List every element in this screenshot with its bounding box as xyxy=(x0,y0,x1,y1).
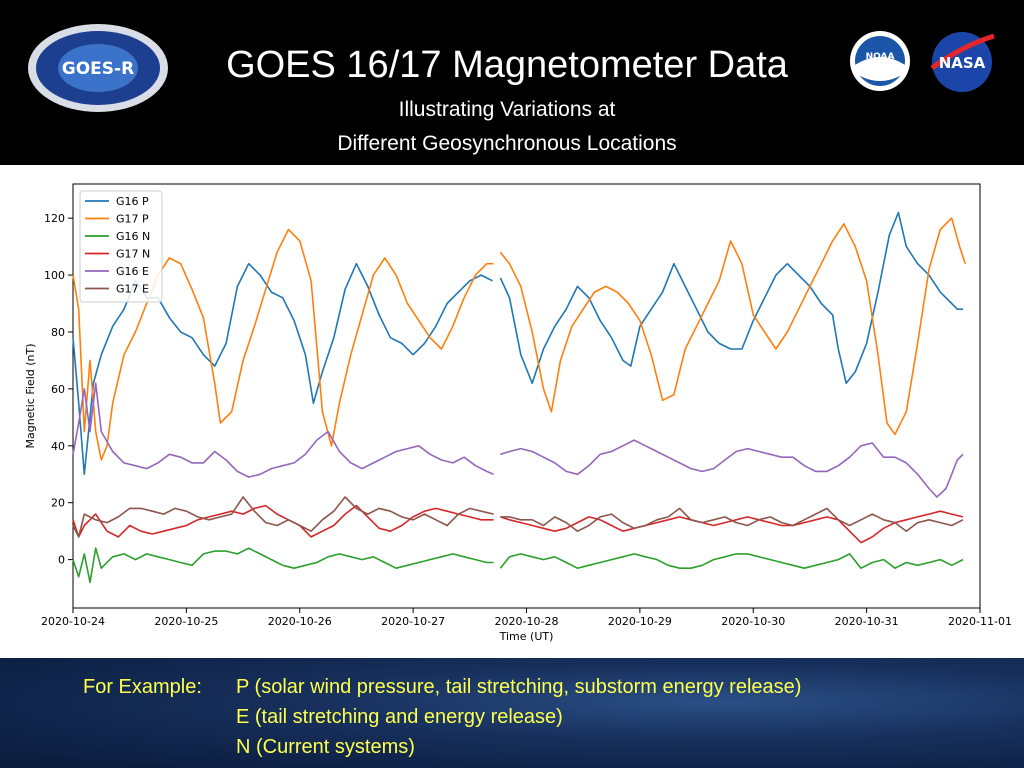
plot-frame xyxy=(72,183,981,609)
magnetometer-chart: 0 20 40 60 80 100 120 2020-10-24 2020-10-25 2020-… xyxy=(24,183,1012,643)
x-axis-label: Time (UT) xyxy=(499,630,554,643)
y-tick-label-60: 60 xyxy=(51,383,65,396)
y-tick-label-0: 0 xyxy=(58,554,65,567)
series-line-g16-n-1 xyxy=(499,553,964,569)
legend-label-2: G16 N xyxy=(116,230,150,243)
page-title: GOES 16/17 Magnetometer Data xyxy=(226,44,788,86)
subtitle-line-2: Different Geosynchronous Locations xyxy=(337,132,677,155)
series-line-g16-e-0 xyxy=(72,382,494,478)
series-line-g16-p-1 xyxy=(499,211,963,384)
legend-label-0: G16 P xyxy=(116,195,149,208)
legend-label-3: G17 N xyxy=(116,248,150,261)
x-tick-label-4: 2020-10-28 xyxy=(495,615,559,628)
footer-e-text: E (tail stretching and energy release) xyxy=(236,706,563,728)
x-tick-label-8: 2020-11-01 xyxy=(948,615,1012,628)
series-line-g17-p-0 xyxy=(72,228,494,461)
y-tick-label-120: 120 xyxy=(44,212,65,225)
series-line-g17-p-1 xyxy=(499,217,967,436)
legend-label-5: G17 E xyxy=(116,283,149,296)
noaa-logo-text: NOAA xyxy=(866,52,895,62)
y-tick-label-40: 40 xyxy=(51,440,65,453)
y-tick-label-80: 80 xyxy=(51,326,65,339)
header-banner: GOES-R GOES 16/17 Magnetometer Data Illu… xyxy=(0,0,1024,165)
nasa-logo: NASA xyxy=(930,32,995,92)
footer-p-text: P (solar wind pressure, tail stretching,… xyxy=(236,676,802,698)
goes-r-logo: GOES-R xyxy=(28,24,168,112)
goes-r-logo-text: GOES-R xyxy=(62,59,134,79)
series-line-g17-e-0 xyxy=(72,496,494,538)
series-line-g17-e-1 xyxy=(500,507,964,532)
y-tick-label-100: 100 xyxy=(44,269,65,282)
legend-label-1: G17 P xyxy=(116,213,149,226)
x-tick-label-7: 2020-10-31 xyxy=(835,615,899,628)
footer-banner xyxy=(0,658,1024,768)
x-tick-label-1: 2020-10-25 xyxy=(154,615,218,628)
legend-label-4: G16 E xyxy=(116,265,149,278)
noaa-logo: NOAA xyxy=(850,31,910,91)
series-line-g16-e-1 xyxy=(500,439,964,498)
footer-label: For Example: xyxy=(83,676,202,698)
subtitle-line-1: Illustrating Variations at xyxy=(398,98,616,121)
nasa-logo-text: NASA xyxy=(939,54,986,72)
y-axis-label: Magnetic Field (nT) xyxy=(24,343,37,448)
x-tick-label-5: 2020-10-29 xyxy=(608,615,672,628)
series-line-g16-n-0 xyxy=(72,547,494,584)
x-tick-label-2: 2020-10-26 xyxy=(268,615,332,628)
x-tick-label-0: 2020-10-24 xyxy=(41,615,105,628)
series-line-g17-n-0 xyxy=(72,504,494,538)
series-line-g17-n-1 xyxy=(500,510,964,544)
plot-area: 0 20 40 60 80 100 120 2020-10-24 2020-10-25 2020-… xyxy=(0,165,1024,658)
x-tick-label-6: 2020-10-30 xyxy=(721,615,785,628)
y-tick-label-20: 20 xyxy=(51,497,65,510)
x-tick-label-3: 2020-10-27 xyxy=(381,615,445,628)
footer-n-text: N (Current systems) xyxy=(236,736,415,758)
